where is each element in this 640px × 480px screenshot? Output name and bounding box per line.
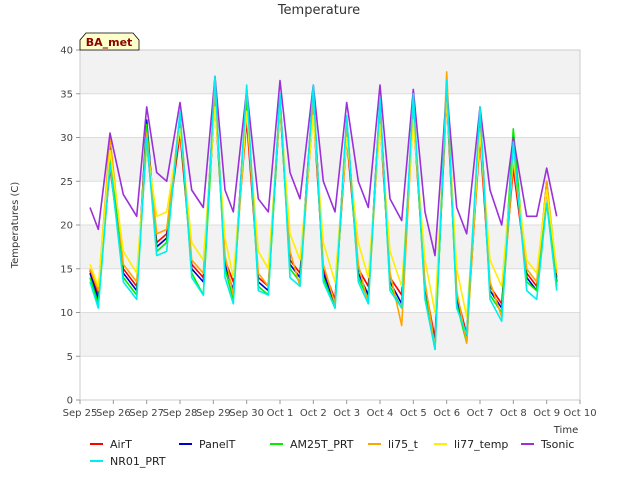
band-25-30 xyxy=(80,137,580,182)
y-axis-ticks: 0 5 10 15 20 25 30 35 40 xyxy=(60,46,80,407)
y-tick-label: 5 xyxy=(67,352,73,363)
y-tick-label: 30 xyxy=(60,133,73,144)
x-tick-label: Sep 29 xyxy=(196,408,231,419)
legend: AirT PanelT AM25T_PRT li75_t li77_temp Tsonic… xyxy=(90,438,574,468)
y-axis-label: Temperatures (C) xyxy=(10,182,21,270)
series-lines xyxy=(89,71,558,351)
y-tick-label: 0 xyxy=(67,396,73,407)
legend-label-panelt: PanelT xyxy=(199,438,236,451)
station-badge: BA_met xyxy=(79,32,140,51)
x-tick-label: Oct 2 xyxy=(300,408,327,419)
y-tick-label: 20 xyxy=(60,221,73,232)
legend-label-li77-temp: li77_temp xyxy=(454,438,508,451)
x-tick-label: Oct 5 xyxy=(400,408,427,419)
x-tick-label: Oct 3 xyxy=(333,408,360,419)
legend-label-airt: AirT xyxy=(110,438,132,451)
x-tick-label: Oct 6 xyxy=(433,408,460,419)
band-0-5 xyxy=(80,356,580,400)
x-axis-label: Time xyxy=(553,425,578,436)
y-tick-label: 15 xyxy=(60,264,73,275)
legend-label-nr01-prt: NR01_PRT xyxy=(110,455,166,468)
band-20-25 xyxy=(80,181,580,225)
badge-box xyxy=(79,32,140,51)
series-line-nr01-prt xyxy=(89,75,558,351)
band-15-20 xyxy=(80,225,580,269)
band-5-10 xyxy=(80,312,580,357)
badge-label: BA_met xyxy=(86,36,133,49)
x-tick-label: Oct 7 xyxy=(467,408,494,419)
y-tick-label: 10 xyxy=(60,308,73,319)
legend-label-am25t-prt: AM25T_PRT xyxy=(290,438,354,451)
x-tick-label: Oct 1 xyxy=(267,408,294,419)
x-tick-label: Sep 25 xyxy=(63,408,98,419)
x-tick-label: Sep 28 xyxy=(163,408,198,419)
background-bands xyxy=(80,50,580,400)
legend-label-tsonic: Tsonic xyxy=(540,438,574,451)
x-tick-label: Sep 30 xyxy=(229,408,264,419)
legend-label-li75-t: li75_t xyxy=(388,438,419,451)
series-line-li77-temp xyxy=(89,97,558,318)
y-tick-label: 35 xyxy=(60,89,73,100)
x-tick-label: Oct 9 xyxy=(533,408,560,419)
band-30-35 xyxy=(80,93,580,138)
band-35-40 xyxy=(80,50,580,94)
chart-title: Temperature xyxy=(277,3,360,18)
x-tick-label: Sep 27 xyxy=(129,408,164,419)
series-line-li75-t xyxy=(89,71,558,349)
y-tick-label: 25 xyxy=(60,177,73,188)
x-tick-label: Oct 8 xyxy=(500,408,527,419)
x-tick-label: Oct 4 xyxy=(367,408,394,419)
x-tick-label: Sep 26 xyxy=(96,408,131,419)
x-tick-label: Oct 10 xyxy=(563,408,596,419)
y-tick-label: 40 xyxy=(60,46,73,57)
